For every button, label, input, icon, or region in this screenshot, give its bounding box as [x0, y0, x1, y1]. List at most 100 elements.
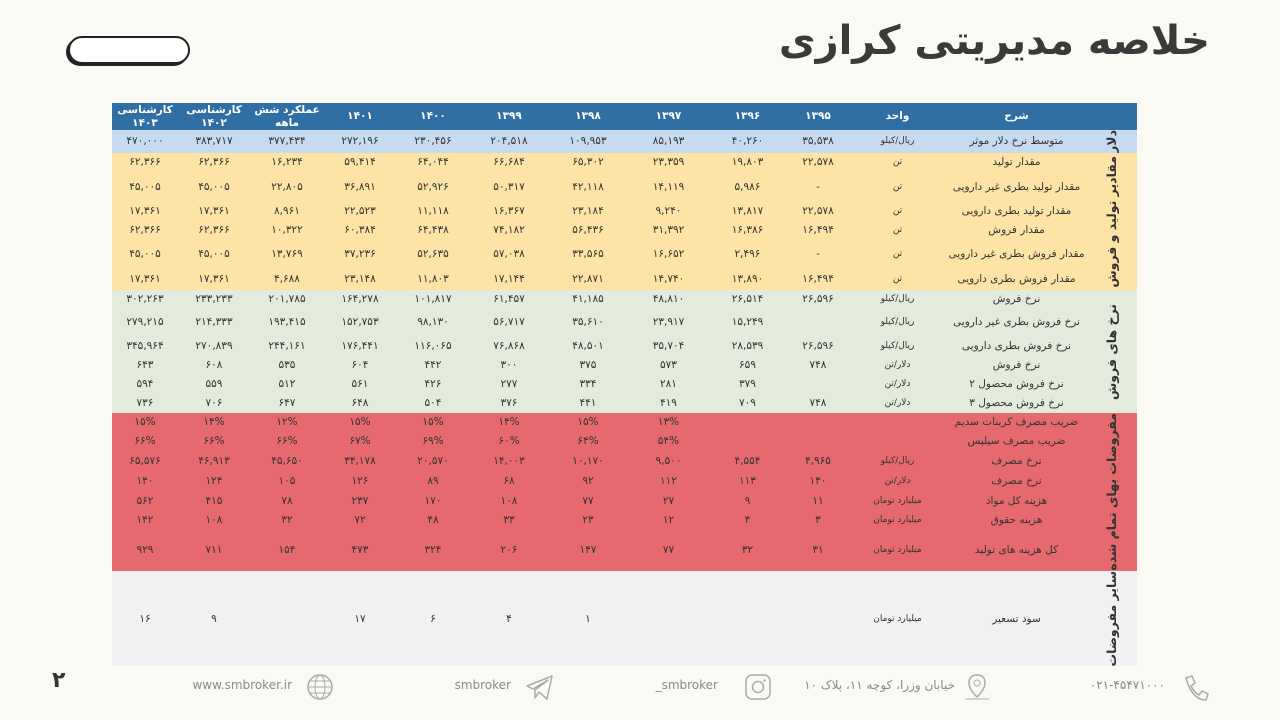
value-cell: ۴۷۰,۰۰۰ — [112, 130, 178, 153]
value-cell: ۱۱,۸۰۳ — [396, 269, 470, 290]
row-unit: ریال/کیلو — [850, 308, 945, 337]
header-row: شرح واحد ۱۳۹۵ ۱۳۹۶ ۱۳۹۷ ۱۳۹۸ ۱۳۹۹ ۱۴۰۰ ۱۴۰۱ عملکر… — [112, 103, 1137, 130]
row-unit: میلیارد تومان — [850, 491, 945, 511]
table-row: نرخ مصرف دلار/تن ۱۴۰ ۱۱۳ ۱۱۲ ۹۲ ۶۸ ۸۹ ۱۲۶ ۱۰۵ ۱۲۴ ۱… — [112, 471, 1137, 491]
value-cell: ۱۰۵ — [250, 471, 324, 491]
phone: ۰۲۱-۴۵۴۷۱۰۰۰ — [1089, 678, 1165, 692]
value-cell: ۴۵,۰۰۵ — [112, 239, 178, 269]
value-cell: ۱۰,۳۲۲ — [250, 221, 324, 239]
value-cell: ۳۱,۳۹۲ — [628, 221, 709, 239]
value-cell: ۴ — [470, 571, 548, 667]
row-unit: میلیارد تومان — [850, 571, 945, 667]
value-cell — [250, 571, 324, 667]
value-cell: ۴۲,۱۱۸ — [548, 172, 628, 202]
value-cell: ۲۳,۱۴۸ — [324, 269, 396, 290]
value-cell — [786, 308, 850, 337]
value-cell: ۴۵,۰۰۵ — [178, 172, 250, 202]
value-cell: ۴۰,۲۶۰ — [709, 130, 786, 153]
value-cell: ۲۶,۵۹۶ — [786, 337, 850, 356]
table-row: نرخ فروش بطری دارویی ریال/کیلو ۲۶,۵۹۶ ۲۸,۵۳… — [112, 337, 1137, 356]
value-cell: ۴۵,۶۵۰ — [250, 451, 324, 471]
row-description: نرخ فروش محصول ۲ — [945, 375, 1088, 394]
value-cell: ۲۶,۵۱۴ — [709, 290, 786, 308]
value-cell: ۲۳۳,۲۳۳ — [178, 290, 250, 308]
value-cell: ۵۷,۰۳۸ — [470, 239, 548, 269]
table-row: مقدار فروش بطری دارویی تن ۱۶,۴۹۴ ۱۳,۸۹۰ ۱۴,۷… — [112, 269, 1137, 290]
table-row: هزینه حقوق میلیارد تومان ۳ ۴ ۱۲ ۲۳ ۳۳ ۴۸ ۷۲ ۳۲ ۱۰۸… — [112, 511, 1137, 530]
value-cell: ۴۱,۱۸۵ — [548, 290, 628, 308]
row-unit: ریال/کیلو — [850, 130, 945, 153]
value-cell — [709, 571, 786, 667]
value-cell: ۱۱ — [786, 491, 850, 511]
section-label: نرخ های فروش — [1088, 290, 1137, 413]
value-cell: ۶۰۸ — [178, 356, 250, 375]
instagram-icon — [745, 674, 771, 700]
value-cell: ۲۷۰,۸۳۹ — [178, 337, 250, 356]
value-cell: ۶۲,۳۶۶ — [112, 221, 178, 239]
header-cell: واحد — [850, 103, 945, 130]
value-cell: ۲۳۷ — [324, 491, 396, 511]
value-cell: ۷۱۱ — [178, 530, 250, 571]
row-description: کل هزینه های تولید — [945, 530, 1088, 571]
table-row: دلار متوسط نرخ دلار موثر ریال/کیلو ۳۵,۵۳۸ ۴۰… — [112, 130, 1137, 153]
table-body: دلار متوسط نرخ دلار موثر ریال/کیلو ۳۵,۵۳۸ ۴۰… — [112, 130, 1137, 667]
header-cell: کارشناسی ۱۴۰۳ — [112, 103, 178, 130]
phone-icon — [1185, 675, 1209, 701]
row-unit: تن — [850, 239, 945, 269]
value-cell: ۱۲۶ — [324, 471, 396, 491]
value-cell: ۵۷۳ — [628, 356, 709, 375]
value-cell: ۶۲,۳۶۶ — [178, 153, 250, 172]
value-cell: ۱۶,۴۹۴ — [786, 269, 850, 290]
table-row: هزینه کل مواد میلیارد تومان ۱۱ ۹ ۲۷ ۷۷ ۱۰۸ ۱۷۰ ۲… — [112, 491, 1137, 511]
value-cell: ۱۷,۳۶۱ — [112, 269, 178, 290]
table-row: نرخ فروش محصول ۳ دلار/تن ۷۴۸ ۷۰۹ ۴۱۹ ۴۴۱ ۳۷۶ ۵۰… — [112, 394, 1137, 413]
value-cell: ۷۰۹ — [709, 394, 786, 413]
value-cell: ۷۸ — [250, 491, 324, 511]
row-unit: ریال/کیلو — [850, 451, 945, 471]
value-cell: ۳۰۲,۲۶۳ — [112, 290, 178, 308]
value-cell: ۶۸ — [470, 471, 548, 491]
table-row: مقدار فروش بطری غیر دارویی تن -۲,۴۹۶ ۱۶,۶۵۲… — [112, 239, 1137, 269]
value-cell: - — [786, 172, 850, 202]
value-cell: ۱۷,۳۶۱ — [178, 202, 250, 221]
header-cell: شرح — [945, 103, 1088, 130]
value-cell: ۶۰,۳۸۴ — [324, 221, 396, 239]
value-cell: ۴,۶۸۸ — [250, 269, 324, 290]
value-cell: ۱۱۳ — [709, 471, 786, 491]
value-cell: ۶۴۳ — [112, 356, 178, 375]
row-unit: تن — [850, 202, 945, 221]
row-unit: تن — [850, 269, 945, 290]
value-cell: ۶۴,۰۴۴ — [396, 153, 470, 172]
value-cell: ۴۲۶ — [396, 375, 470, 394]
value-cell: ۳۷۹ — [709, 375, 786, 394]
value-cell: ۴۵,۰۰۵ — [178, 239, 250, 269]
value-cell: ۶۰% — [470, 432, 548, 451]
value-cell: ۲۷۷ — [470, 375, 548, 394]
row-description: مقدار تولید بطری دارویی — [945, 202, 1088, 221]
value-cell: ۳۶,۸۹۱ — [324, 172, 396, 202]
row-description: مقدار تولید — [945, 153, 1088, 172]
row-description: نرخ مصرف — [945, 451, 1088, 471]
value-cell: ۷۰۶ — [178, 394, 250, 413]
value-cell: ۳۸۳,۷۱۷ — [178, 130, 250, 153]
value-cell: ۲۰۱,۷۸۵ — [250, 290, 324, 308]
value-cell: ۴۸ — [396, 511, 470, 530]
header-cell: ۱۳۹۵ — [786, 103, 850, 130]
value-cell: ۳۷,۲۳۶ — [324, 239, 396, 269]
value-cell: ۲۶,۵۹۶ — [786, 290, 850, 308]
value-cell: ۵,۹۸۶ — [709, 172, 786, 202]
value-cell: ۳۲ — [250, 511, 324, 530]
row-description: متوسط نرخ دلار موثر — [945, 130, 1088, 153]
value-cell: ۵۶۱ — [324, 375, 396, 394]
value-cell: ۳ — [786, 511, 850, 530]
value-cell: ۲۰۶ — [470, 530, 548, 571]
value-cell: ۱۷۰ — [396, 491, 470, 511]
value-cell — [709, 432, 786, 451]
value-cell: ۱۴۰ — [112, 471, 178, 491]
value-cell: ۷۲ — [324, 511, 396, 530]
row-unit: میلیارد تومان — [850, 511, 945, 530]
value-cell: ۱۴,۱۱۹ — [628, 172, 709, 202]
header-cell: عملکرد شش ماهه — [250, 103, 324, 130]
value-cell: ۲۲,۸۰۵ — [250, 172, 324, 202]
value-cell: ۱۴,۰۰۳ — [470, 451, 548, 471]
